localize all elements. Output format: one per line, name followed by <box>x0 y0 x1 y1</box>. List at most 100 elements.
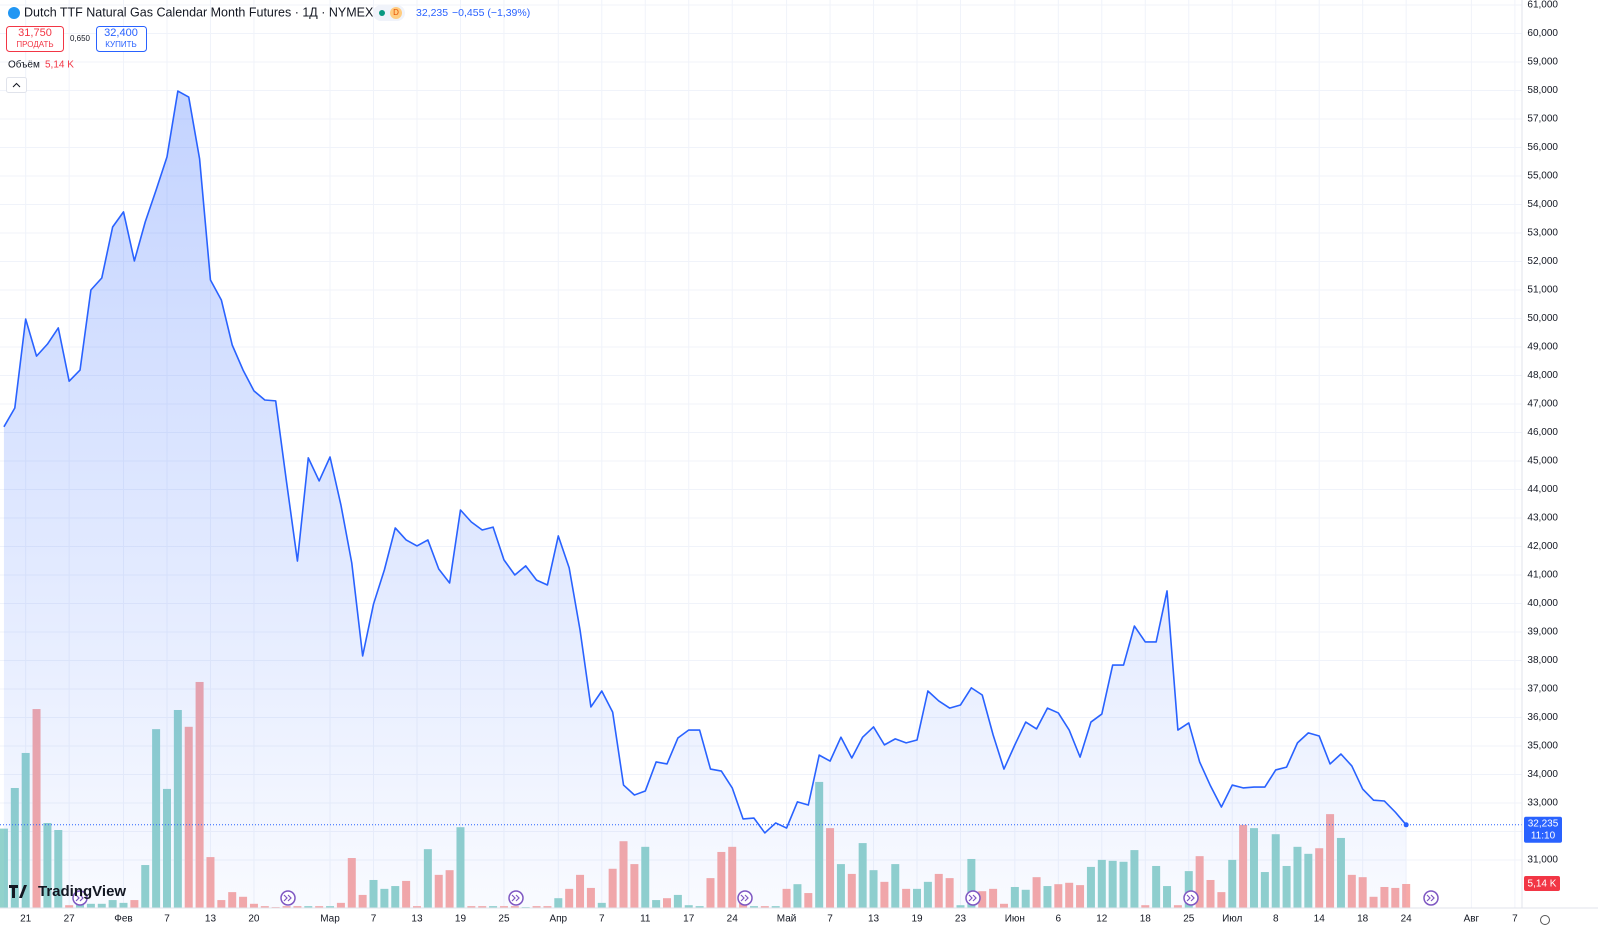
event-arrows <box>75 894 84 902</box>
x-tick-label: Авг <box>1464 914 1480 925</box>
plot <box>0 90 1522 909</box>
logo: TradingView <box>38 883 126 900</box>
x-tick-label: 6 <box>1056 914 1062 925</box>
y-tick-label: 31,000 <box>1527 855 1558 866</box>
x-tick-label: 13 <box>868 914 880 925</box>
buy-price: 32,400 <box>104 27 138 39</box>
y-tick-label: 44,000 <box>1527 484 1558 495</box>
y-tick-label: 35,000 <box>1527 741 1558 752</box>
x-tick-label: 27 <box>64 914 76 925</box>
sell-price: 31,750 <box>18 27 52 39</box>
x-tick-label: 14 <box>1314 914 1326 925</box>
y-tick-label: 40,000 <box>1527 598 1558 609</box>
x-tick-label: 25 <box>1183 914 1195 925</box>
x-tick-label: 17 <box>683 914 695 925</box>
y-tick-label: 38,000 <box>1527 655 1558 666</box>
collapse-icon <box>12 82 21 88</box>
x-tick-label: Июн <box>1005 914 1025 925</box>
y-tick-label: 53,000 <box>1527 228 1558 239</box>
buy-button[interactable] <box>96 26 147 52</box>
area-fill <box>3 91 1407 909</box>
price-line <box>3 90 1407 834</box>
x-tick-label: 18 <box>1140 914 1152 925</box>
y-tick-label: 57,000 <box>1527 114 1558 125</box>
x-tick-label: 23 <box>955 914 967 925</box>
event-arrows <box>740 894 749 902</box>
last-price: 32,235 <box>416 7 448 19</box>
y-tick-label: 51,000 <box>1527 285 1558 296</box>
x-tick-label: 20 <box>248 914 260 925</box>
settings-icon[interactable] <box>1540 915 1550 925</box>
y-tick-label: 43,000 <box>1527 513 1558 524</box>
x-tick-label: 18 <box>1357 914 1369 925</box>
event-arrows <box>968 894 977 902</box>
last-point <box>1403 822 1409 828</box>
price-axis-bg <box>1522 0 1598 948</box>
price-change: −0,455 (−1,39%) <box>452 7 530 19</box>
y-tick-label: 52,000 <box>1527 256 1558 267</box>
collapse-button[interactable] <box>6 77 27 93</box>
x-tick-label: Фев <box>114 914 132 925</box>
volume-legend: Объём <box>8 59 40 71</box>
symbol-icon <box>8 7 20 19</box>
x-tick-label: 12 <box>1096 914 1108 925</box>
event-icon <box>72 890 88 906</box>
status-dot <box>379 10 385 16</box>
event-arrows <box>283 894 292 902</box>
y-tick-label: 48,000 <box>1527 370 1558 381</box>
y-tick-label: 39,000 <box>1527 627 1558 638</box>
y-tick-label: 37,000 <box>1527 684 1558 695</box>
x-tick-label: 13 <box>205 914 217 925</box>
y-tick-label: 49,000 <box>1527 342 1558 353</box>
x-tick-label: 7 <box>164 914 170 925</box>
y-tick-label: 61,000 <box>1527 0 1558 11</box>
sell-button[interactable] <box>6 26 64 52</box>
events <box>72 890 1439 906</box>
x-tick-label: 7 <box>599 914 605 925</box>
y-tick-label: 60,000 <box>1527 28 1558 39</box>
event-arrows <box>511 894 520 902</box>
y-tick-label: 59,000 <box>1527 57 1558 68</box>
y-tick-label: 46,000 <box>1527 427 1558 438</box>
badge-circle <box>390 7 402 19</box>
spread: 0,650 <box>70 34 91 43</box>
x-tick-label: 13 <box>411 914 423 925</box>
event-arrows <box>1186 894 1195 902</box>
price-tag-label: 32,235 <box>1528 818 1559 829</box>
x-tick-label: Апр <box>549 914 567 925</box>
y-tick-label: 54,000 <box>1527 199 1558 210</box>
buy-label: КУПИТЬ <box>105 40 136 49</box>
event-icon <box>965 890 981 906</box>
logo-mark <box>9 885 27 898</box>
event-arrows <box>1426 894 1435 902</box>
x-tick-label: 7 <box>1512 914 1518 925</box>
volume-tag <box>1524 875 1560 891</box>
countdown: 11:10 <box>1531 830 1556 841</box>
x-tick-label: 19 <box>455 914 467 925</box>
y-tick-label: 45,000 <box>1527 456 1558 467</box>
x-tick-label: 11 <box>640 914 651 925</box>
y-tick-label: 36,000 <box>1527 712 1558 723</box>
y-tick-label: 42,000 <box>1527 541 1558 552</box>
event-icon <box>1183 890 1199 906</box>
x-tick-label: Июл <box>1222 914 1242 925</box>
y-tick-label: 50,000 <box>1527 313 1558 324</box>
y-tick-label: 41,000 <box>1527 570 1558 581</box>
x-tick-label: Май <box>777 914 797 925</box>
x-tick-label: 7 <box>827 914 833 925</box>
badge: D <box>393 8 399 17</box>
volume-legend-value: 5,14 K <box>45 60 74 71</box>
y-tick-label: 56,000 <box>1527 142 1558 153</box>
x-tick-label: 7 <box>371 914 377 925</box>
time-axis-bg <box>0 908 1598 948</box>
event-icon <box>737 890 753 906</box>
x-tick-label: 24 <box>1401 914 1413 925</box>
sell-label: ПРОДАТЬ <box>16 40 53 49</box>
event-icon <box>280 890 296 906</box>
event-icon <box>1423 890 1439 906</box>
y-tick-label: 55,000 <box>1527 171 1558 182</box>
x-tick-label: 25 <box>498 914 510 925</box>
volume-tag-label: 5,14 K <box>1528 879 1557 890</box>
